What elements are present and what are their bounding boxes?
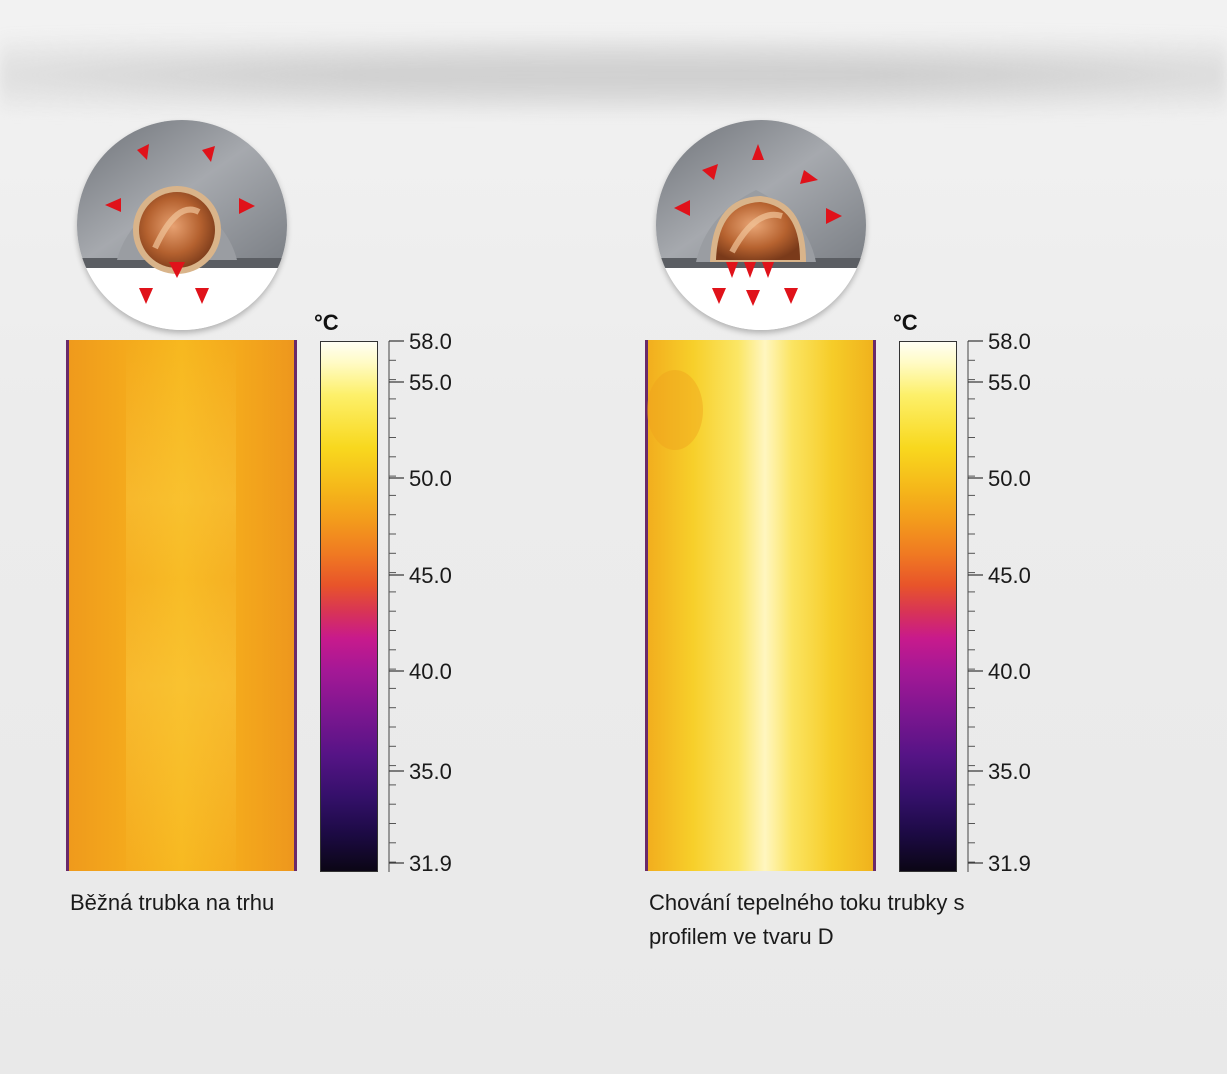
scale-label-45: 45.0 xyxy=(988,563,1031,588)
scale-ticks xyxy=(380,340,470,872)
scale-label-50: 50.0 xyxy=(409,466,452,491)
thermal-image-standard xyxy=(66,340,297,871)
scale-label-40: 40.0 xyxy=(409,659,452,684)
scale-label-40: 40.0 xyxy=(988,659,1031,684)
scale-label-35: 35.0 xyxy=(988,759,1031,784)
pipe-cross-section-standard xyxy=(77,120,287,330)
thermal-image-d-profile xyxy=(645,340,876,871)
scale-label-55: 55.0 xyxy=(988,370,1031,395)
unit-label: °C xyxy=(314,310,339,335)
scale-label-58: 58.0 xyxy=(988,329,1031,354)
scale-label-31-9: 31.9 xyxy=(988,851,1031,876)
scale-ticks xyxy=(959,340,1049,872)
scale-label-35: 35.0 xyxy=(409,759,452,784)
caption-d-profile-pipe: Chování tepelného toku trubky s profilem… xyxy=(649,890,965,949)
scale-label-50: 50.0 xyxy=(988,466,1031,491)
scale-label-55: 55.0 xyxy=(409,370,452,395)
scale-label-31-9: 31.9 xyxy=(409,851,452,876)
pipe-cross-section-d-profile xyxy=(656,120,866,330)
heat-arrows-d-profile xyxy=(674,144,842,306)
scale-label-45: 45.0 xyxy=(409,563,452,588)
caption-standard-pipe: Běžná trubka na trhu xyxy=(70,890,275,915)
panel-d-profile-pipe: °C 58.0 55.0 50.0 45.0 40.0 35.0 31.9 Ch… xyxy=(579,0,1139,1074)
temperature-color-scale xyxy=(320,341,378,872)
scale-label-58: 58.0 xyxy=(409,329,452,354)
unit-label: °C xyxy=(893,310,918,335)
background-blur xyxy=(0,30,1227,120)
heat-arrows-standard xyxy=(105,144,255,304)
panel-standard-pipe: °C 58.0 55.0 50.0 45.0 40.0 35.0 31.9 Bě… xyxy=(0,0,560,1074)
temperature-color-scale xyxy=(899,341,957,872)
